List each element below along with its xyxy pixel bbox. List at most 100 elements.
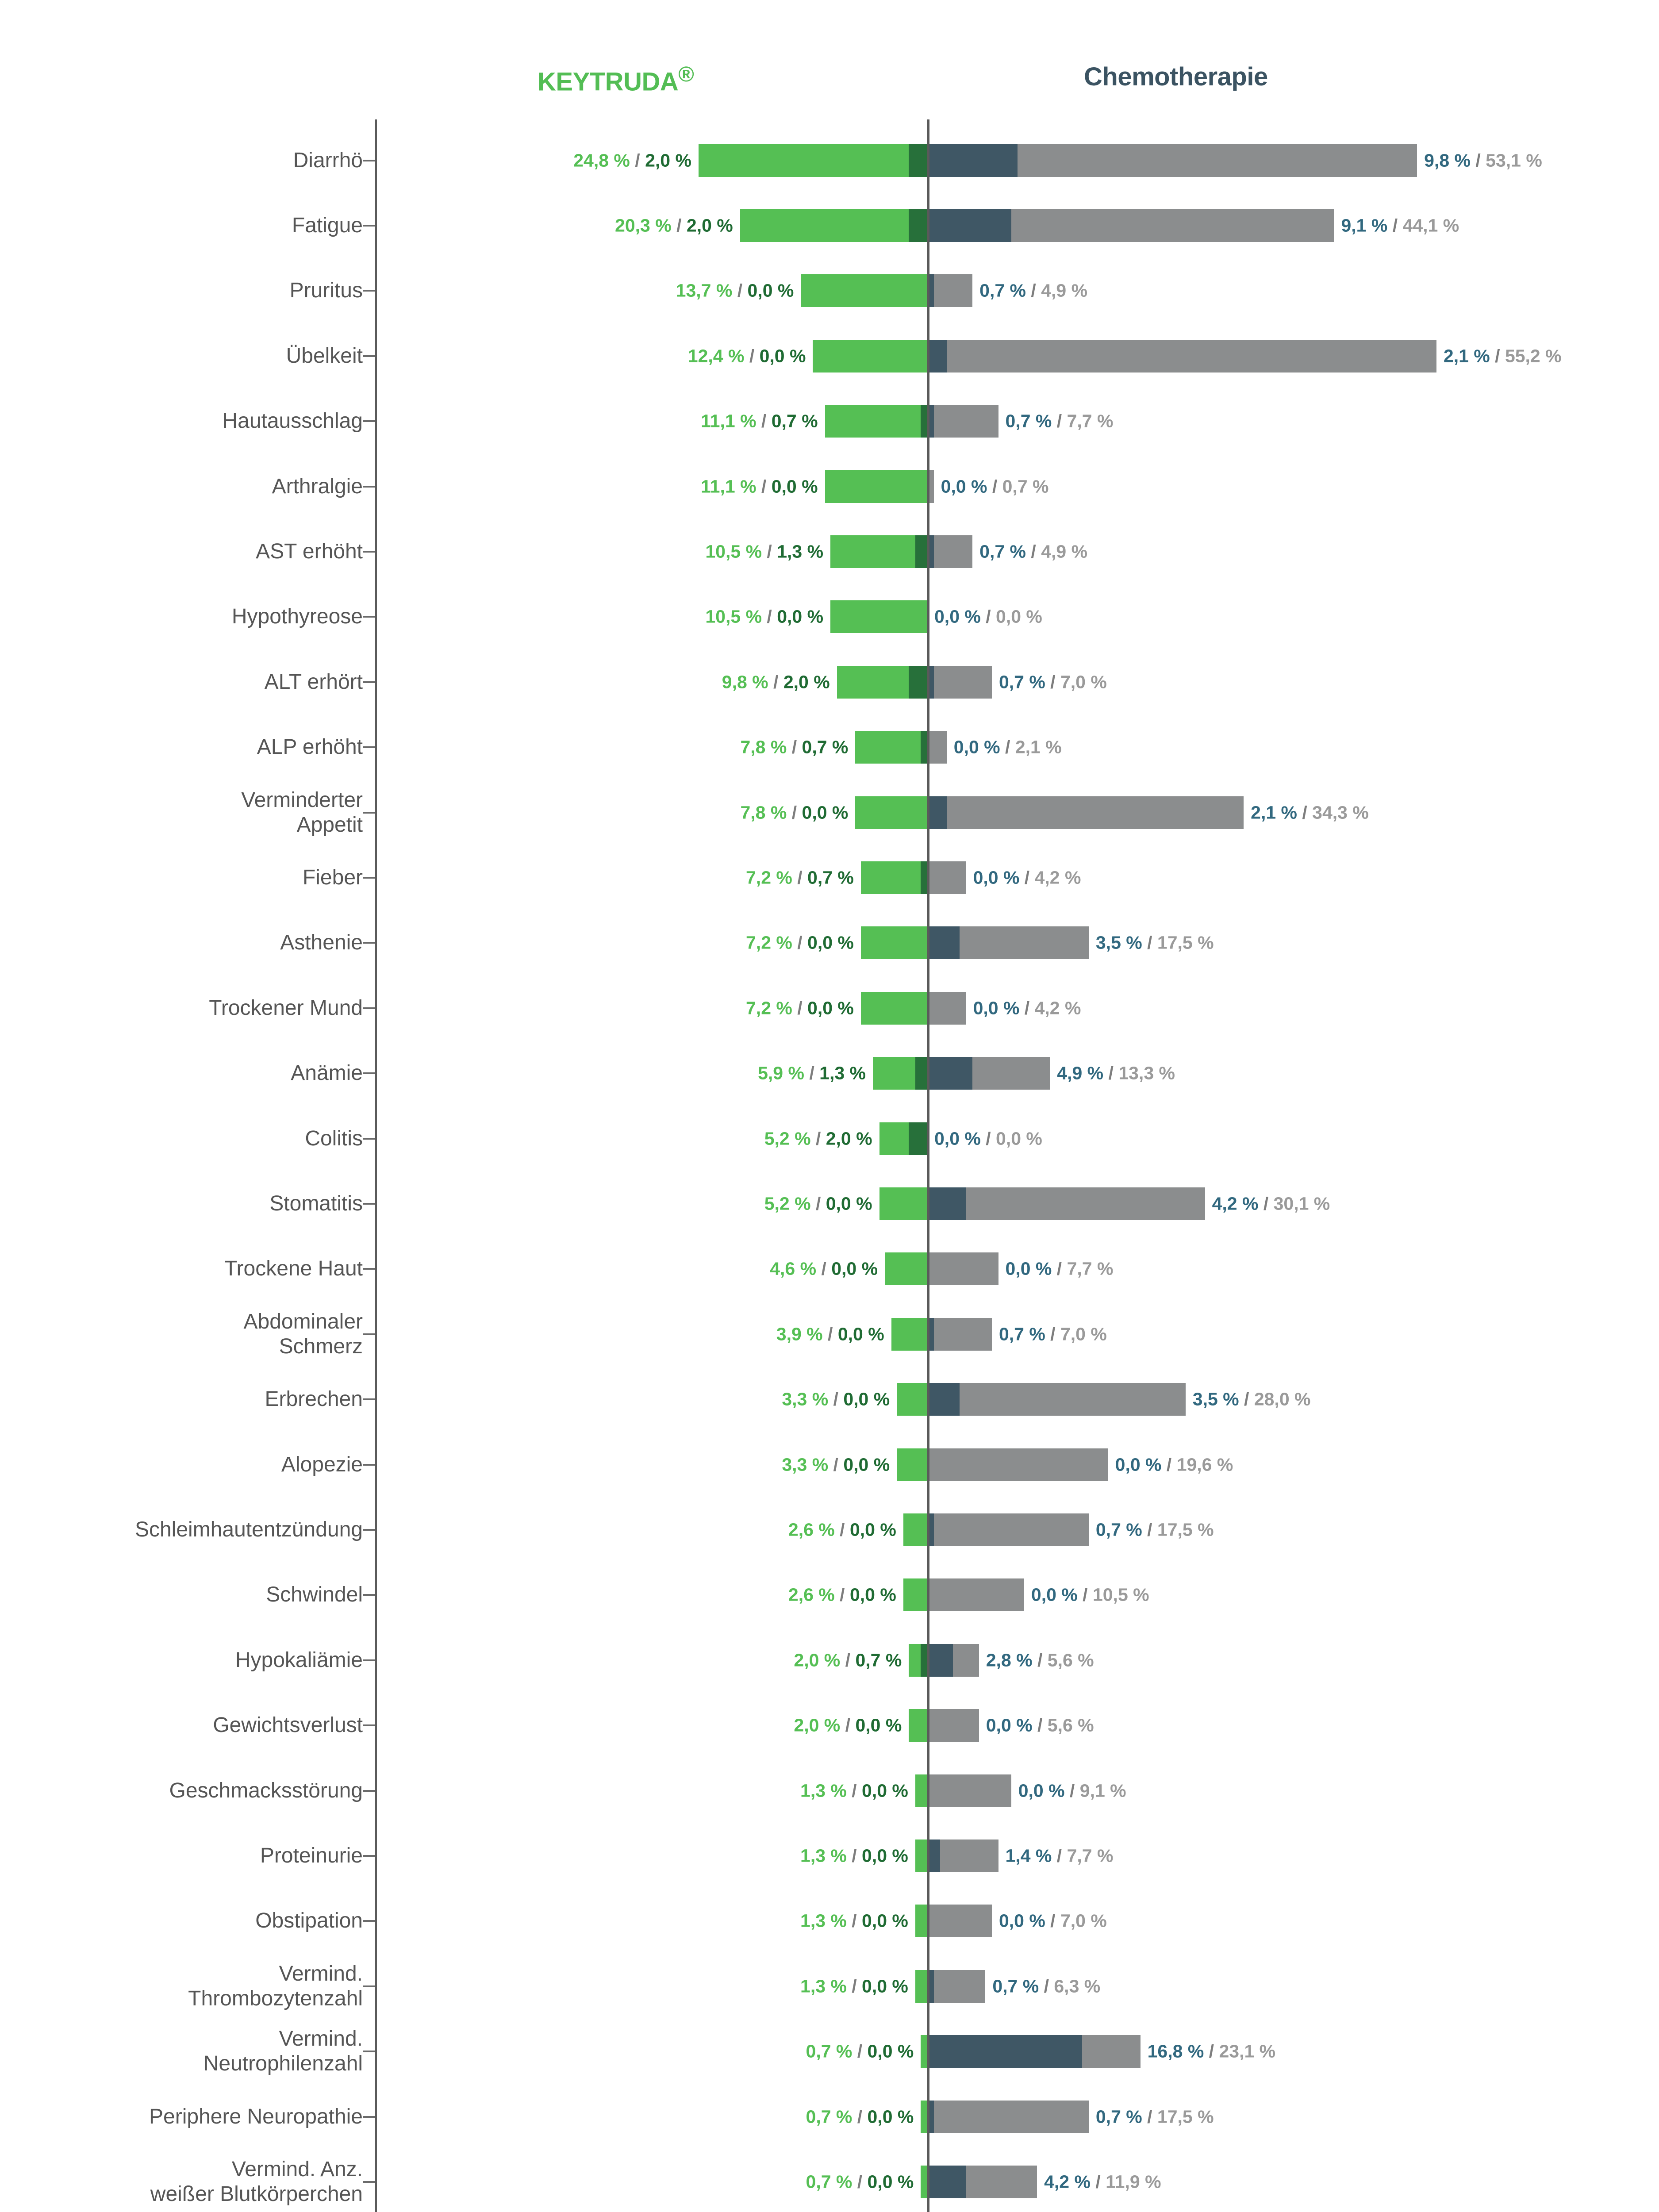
bar-keytruda-grade-3-5 [921, 1644, 927, 1677]
bar-chemo-all-grades [933, 1513, 1089, 1546]
y-tick-mark [363, 420, 375, 422]
value-keytruda-grade-3-5: 0,0 % [862, 1910, 908, 1931]
value-label-chemo: 2,1 % / 55,2 % [1444, 346, 1562, 366]
row-category-label: Obstipation [255, 1909, 363, 1933]
value-separator: / [840, 1650, 856, 1671]
value-chemo-grade-3-5: 0,0 % [941, 476, 987, 496]
value-chemo-all: 10,5 % [1092, 1584, 1149, 1605]
value-separator: / [1045, 1910, 1060, 1931]
value-keytruda-all: 13,7 % [676, 280, 733, 301]
value-separator: / [1019, 867, 1035, 888]
group-titles-bar: KEYTRUDA® Chemotherapie [0, 62, 1659, 102]
value-separator: / [1026, 541, 1041, 562]
value-label-chemo: 0,7 % / 17,5 % [1096, 1519, 1214, 1540]
bar-chemo-grade-3-5 [927, 1057, 973, 1090]
row-category-label: Anämie [291, 1061, 363, 1085]
value-keytruda-all: 9,8 % [722, 672, 768, 692]
value-label-chemo: 0,0 % / 9,1 % [1018, 1780, 1126, 1801]
y-tick-mark [363, 1724, 375, 1727]
row-category-label: Abdominaler Schmerz [243, 1310, 363, 1358]
value-label-keytruda: 2,6 % / 0,0 % [0, 1585, 896, 1605]
value-separator: / [834, 1519, 850, 1540]
value-chemo-all: 7,7 % [1067, 411, 1114, 431]
chart-row: Proteinurie 1,3 % / 0,0 % 1,4 % / 7,7 % [0, 1824, 1659, 1888]
row-category-label: Alopezie [281, 1452, 363, 1476]
bar-chemo-all-grades [933, 535, 973, 568]
value-separator: / [762, 541, 777, 562]
bar-keytruda-all-grades [825, 470, 927, 503]
row-category-label: Schwindel [266, 1583, 363, 1607]
value-keytruda-grade-3-5: 0,0 % [831, 1258, 878, 1279]
y-tick-mark [363, 1333, 375, 1335]
value-chemo-grade-3-5: 9,1 % [1341, 215, 1388, 236]
value-separator: / [792, 932, 808, 953]
value-separator: / [852, 2041, 868, 2062]
y-tick-mark [363, 1920, 375, 1922]
value-separator: / [1000, 737, 1015, 757]
bar-chemo-all-grades [927, 861, 966, 894]
value-separator: / [1204, 2041, 1219, 2062]
value-label-chemo: 0,0 % / 4,2 % [973, 867, 1081, 888]
bar-keytruda-grade-3-5 [915, 1057, 927, 1090]
value-label-chemo: 1,4 % / 7,7 % [1006, 1845, 1114, 1866]
value-chemo-all: 7,7 % [1067, 1258, 1114, 1279]
value-keytruda-all: 0,7 % [806, 2171, 853, 2192]
bar-chemo-grade-3-5 [927, 2035, 1083, 2068]
bar-keytruda-grade-3-5 [909, 209, 927, 242]
row-category-label: Diarrhö [293, 148, 363, 172]
value-separator: / [787, 737, 802, 757]
value-separator: / [1032, 1715, 1048, 1736]
bar-keytruda-all-grades [825, 405, 921, 438]
value-separator: / [1077, 1584, 1093, 1605]
value-label-keytruda: 1,3 % / 0,0 % [0, 1780, 908, 1801]
y-tick-mark [363, 746, 375, 749]
value-separator: / [1103, 1063, 1119, 1083]
value-chemo-grade-3-5: 0,0 % [998, 1910, 1045, 1931]
value-chemo-all: 7,0 % [1060, 1910, 1107, 1931]
bar-keytruda-all-grades [903, 1578, 927, 1612]
value-keytruda-grade-3-5: 0,0 % [837, 1324, 884, 1344]
y-tick-mark [363, 1268, 375, 1270]
bar-keytruda-grade-3-5 [921, 731, 927, 764]
value-chemo-all: 4,2 % [1034, 998, 1081, 1018]
chart-row: Erbrechen 3,3 % / 0,0 % 3,5 % / 28,0 % [0, 1367, 1659, 1432]
chart-row: Fatigue 20,3 % / 2,0 % 9,1 % / 44,1 % [0, 193, 1659, 257]
chart-row: Verminderter Appetit 7,8 % / 0,0 % 2,1 % /… [0, 780, 1659, 845]
bar-chemo-grade-3-5 [927, 144, 1018, 177]
zero-reference-line [927, 119, 929, 2212]
value-keytruda-all: 5,2 % [764, 1128, 811, 1148]
bar-chemo-grade-3-5 [927, 1383, 960, 1416]
bar-keytruda-all-grades [860, 991, 927, 1025]
value-chemo-all: 0,0 % [996, 1128, 1042, 1148]
value-chemo-grade-3-5: 0,7 % [1005, 411, 1052, 431]
value-keytruda-grade-3-5: 0,0 % [807, 998, 854, 1018]
value-separator: / [846, 1910, 862, 1931]
value-keytruda-grade-3-5: 0,0 % [867, 2041, 914, 2062]
y-tick-mark [363, 1202, 375, 1205]
value-keytruda-grade-3-5: 0,7 % [855, 1650, 902, 1671]
value-separator: / [787, 802, 802, 822]
value-separator: / [756, 411, 772, 431]
bar-keytruda-all-grades [879, 1122, 909, 1155]
value-label-keytruda: 10,5 % / 1,3 % [0, 541, 823, 562]
value-label-keytruda: 3,9 % / 0,0 % [0, 1324, 884, 1344]
value-separator: / [756, 476, 772, 496]
row-category-label: Stomatitis [269, 1191, 363, 1215]
value-separator: / [840, 1715, 856, 1736]
value-keytruda-grade-3-5: 0,0 % [862, 1845, 908, 1866]
value-keytruda-all: 12,4 % [687, 346, 745, 366]
value-keytruda-all: 2,6 % [788, 1584, 835, 1605]
row-category-label: Übelkeit [286, 344, 363, 368]
row-category-label: Geschmacksstörung [169, 1778, 363, 1802]
row-category-label: Vermind. Anz. weißer Blutkörperchen [150, 2157, 363, 2206]
value-keytruda-all: 4,6 % [770, 1258, 817, 1279]
value-chemo-grade-3-5: 0,0 % [934, 606, 981, 627]
bar-keytruda-all-grades [915, 1905, 927, 1938]
value-label-keytruda: 0,7 % / 0,0 % [0, 2171, 914, 2192]
y-tick-mark [363, 550, 375, 553]
value-label-keytruda: 7,2 % / 0,7 % [0, 867, 854, 888]
row-category-label: Erbrechen [265, 1387, 363, 1411]
row-category-label: Pruritus [289, 279, 363, 303]
value-separator: / [846, 1976, 862, 1997]
row-category-label: Fatigue [292, 213, 363, 237]
